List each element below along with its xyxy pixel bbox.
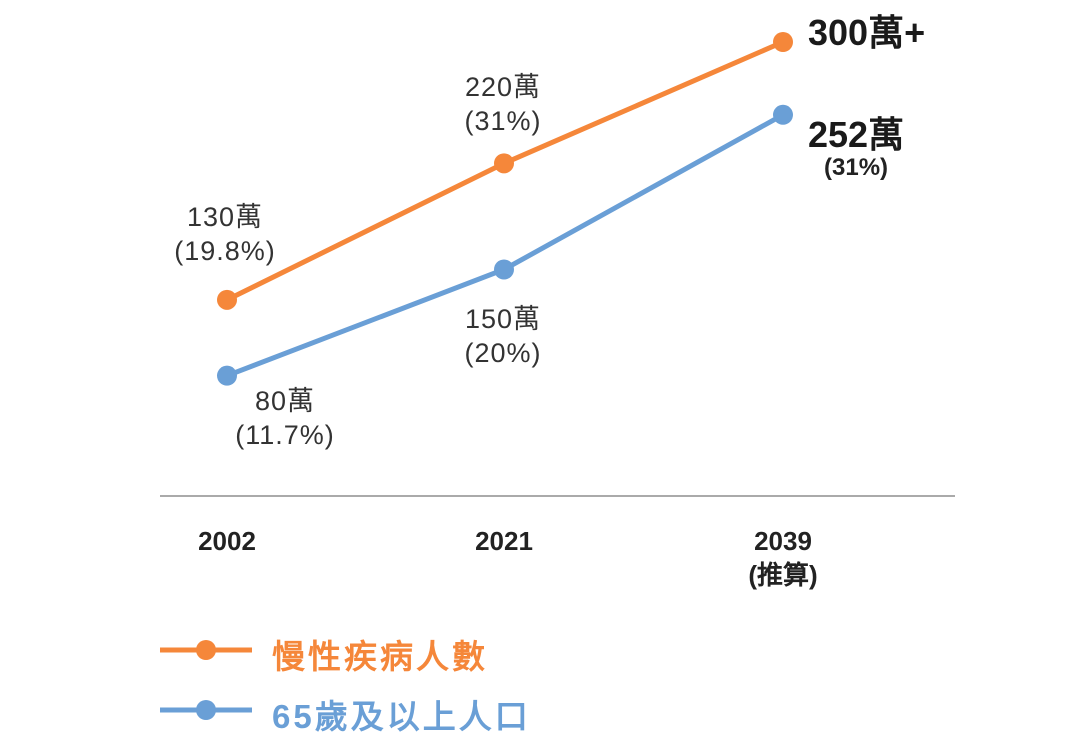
tick-label: 2002	[198, 526, 256, 556]
legend-elderly: 65歲及以上人口	[272, 698, 531, 735]
data-point	[494, 259, 514, 280]
legend-marker-1	[196, 700, 216, 720]
legend-chronic: 慢性疾病人數	[272, 638, 488, 675]
tick-label: 2021	[475, 526, 533, 556]
label-chronic-2021: 220萬 (31%)	[428, 70, 578, 138]
label-elderly-2021: 150萬 (20%)	[428, 302, 578, 370]
x-tick-2039: 2039 (推算)	[723, 524, 843, 592]
legend-marker-0	[196, 640, 216, 660]
data-point	[773, 32, 793, 52]
percent-label: (19.8%)	[174, 236, 276, 266]
percent-label: (11.7%)	[235, 420, 335, 450]
value-label: 220萬	[464, 72, 542, 102]
label-chronic-2002: 130萬 (19.8%)	[150, 200, 300, 268]
value-label: 80萬	[254, 386, 316, 416]
tick-note: (推算)	[748, 560, 818, 590]
value-label: 130萬	[186, 202, 264, 232]
x-tick-2002: 2002	[167, 524, 287, 558]
label-elderly-2039: 252萬	[808, 114, 905, 155]
label-elderly-2002: 80萬 (11.7%)	[210, 384, 360, 452]
x-tick-2021: 2021	[444, 524, 564, 558]
data-point	[494, 153, 514, 174]
value-label: 150萬	[464, 304, 542, 334]
data-point	[773, 104, 793, 125]
tick-label: 2039	[754, 526, 812, 556]
percent-label: (31%)	[464, 106, 542, 136]
percent-label: (20%)	[464, 338, 542, 368]
data-point	[217, 365, 237, 386]
label-chronic-2039: 300萬+	[808, 12, 926, 53]
data-point	[217, 289, 237, 310]
label-elderly-2039-percent: (31%)	[824, 154, 889, 181]
